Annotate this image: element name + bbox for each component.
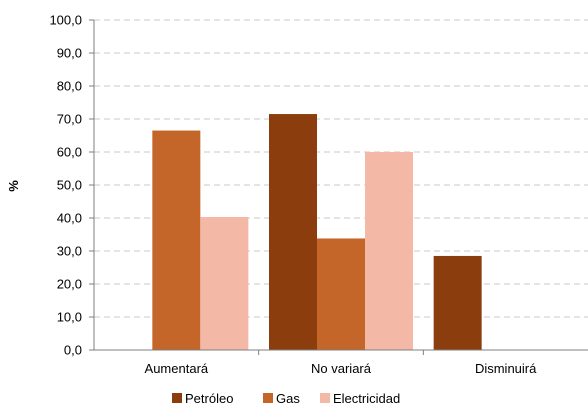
y-tick-label: 70,0 [57,112,82,127]
x-tick-label: No variará [311,361,372,376]
bar [269,114,317,350]
legend-label: Gas [276,391,300,406]
y-tick-label: 30,0 [57,244,82,259]
bar [433,255,482,350]
bar [152,130,201,350]
y-tick-label: 100,0 [49,13,82,28]
y-tick-label: 10,0 [57,310,82,325]
y-tick-label: 40,0 [57,211,82,226]
y-axis-title: % [6,180,21,192]
bars [152,114,482,350]
bar [200,217,249,350]
legend-swatch [263,393,273,403]
legend-label: Electricidad [333,391,400,406]
legend-swatch [320,393,330,403]
y-tick-label: 50,0 [57,178,82,193]
axes: 0,0 10,0 20,0 30,0 40,0 50,0 60,0 70,0 80,0 90,0 1… [49,13,588,376]
y-tick-label: 90,0 [57,46,82,61]
legend-label: Petróleo [185,391,233,406]
legend: Petróleo Gas Electricidad [172,391,400,406]
y-tick-label: 0,0 [64,343,82,358]
y-tick-label: 20,0 [57,277,82,292]
bar [317,238,365,350]
legend-swatch [172,393,182,403]
bar [365,152,413,350]
y-tick-label: 60,0 [57,145,82,160]
x-tick-label: Disminuirá [475,361,537,376]
y-tick-label: 80,0 [57,79,82,94]
x-tick-label: Aumentará [145,361,209,376]
